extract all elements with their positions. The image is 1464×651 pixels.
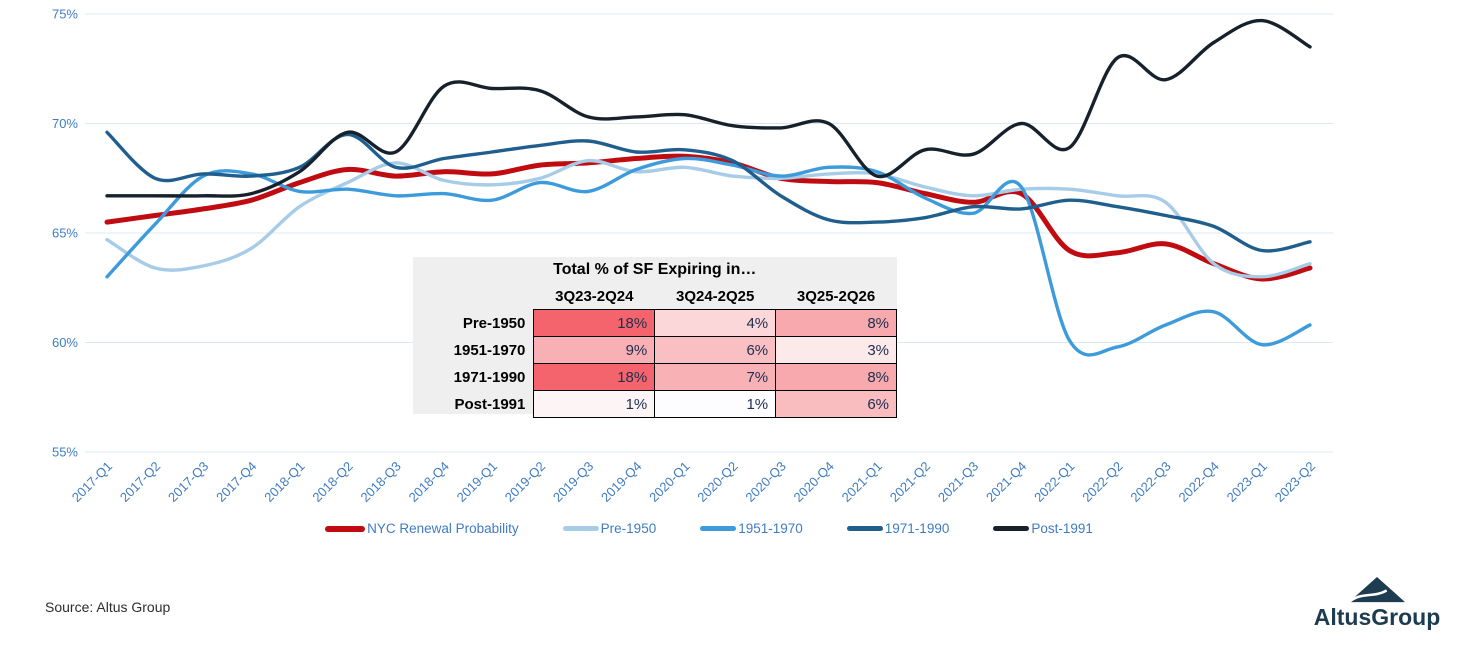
- x-axis-label: 2018-Q3: [357, 459, 403, 505]
- legend-swatch: [562, 526, 599, 531]
- legend-item-1951-1970: 1951-1970: [700, 521, 803, 536]
- table-cell: 9%: [533, 336, 656, 364]
- table-row: 1971-1990 18% 7% 8%: [413, 363, 897, 391]
- x-axis-label: 2022-Q1: [1031, 459, 1077, 505]
- table-header-row: 3Q23-2Q24 3Q24-2Q25 3Q25-2Q26: [413, 283, 897, 310]
- table-cell: 1%: [654, 390, 777, 418]
- x-axis-label: 2020-Q3: [742, 459, 788, 505]
- source-note: Source: Altus Group: [45, 599, 171, 615]
- row-label-post-1991: Post-1991: [454, 395, 526, 413]
- expiry-table-panel: Total % of SF Expiring in… 3Q23-2Q24 3Q2…: [413, 257, 897, 418]
- table-cell: 4%: [654, 309, 777, 337]
- table-cell: 8%: [775, 363, 897, 391]
- x-axis-label: 2022-Q3: [1127, 459, 1173, 505]
- col-header-3q24: 3Q24-2Q25: [675, 287, 755, 305]
- y-axis-label: 65%: [52, 226, 78, 241]
- table-cell: 18%: [533, 309, 656, 337]
- legend-label: NYC Renewal Probability: [367, 521, 519, 536]
- x-axis-label: 2019-Q4: [598, 459, 644, 505]
- col-header-3q23: 3Q23-2Q24: [555, 287, 634, 305]
- x-axis-label: 2018-Q4: [406, 459, 452, 505]
- x-axis-label: 2020-Q1: [646, 459, 692, 505]
- table-cell: 3%: [775, 336, 897, 364]
- series-line-1971-1990: [105, 130, 1312, 253]
- table-cell: 6%: [654, 336, 777, 364]
- legend-swatch: [993, 526, 1030, 531]
- row-label-pre-1950: Pre-1950: [462, 314, 526, 332]
- series-line-post-1991: [105, 18, 1312, 198]
- table-cell: 18%: [533, 363, 656, 391]
- table-corner-cell: [413, 283, 534, 310]
- x-axis-label: 2023-Q1: [1224, 459, 1270, 505]
- logo-wordmark: AltusGroup: [1313, 604, 1441, 630]
- table-title-row: Total % of SF Expiring in…: [413, 257, 897, 283]
- col-header-3q25: 3Q25-2Q26: [796, 287, 876, 305]
- altus-group-logo: AltusGroup: [1310, 576, 1444, 629]
- row-label-1971-1990: 1971-1990: [453, 368, 526, 386]
- y-axis-label: 55%: [52, 445, 78, 460]
- series-line-pre-1950: [105, 158, 1312, 279]
- x-axis-label: 2021-Q1: [839, 459, 885, 505]
- legend-swatch: [700, 526, 737, 531]
- table-row: Post-1991 1% 1% 6%: [413, 390, 897, 418]
- legend-item-pre-1950: Pre-1950: [562, 521, 657, 536]
- table-cell: 6%: [775, 390, 897, 418]
- y-axis-label: 75%: [52, 7, 78, 22]
- legend-label: 1951-1970: [738, 521, 803, 536]
- x-axis-label: 2021-Q3: [935, 459, 981, 505]
- series-line-nyc-renewal-probability: [104, 153, 1313, 282]
- x-axis-label: 2020-Q4: [791, 459, 837, 505]
- x-axis-label: 2021-Q2: [887, 459, 933, 505]
- x-axis-label: 2017-Q1: [69, 459, 115, 505]
- legend-item-post-1991: Post-1991: [993, 521, 1093, 536]
- x-axis-label: 2022-Q2: [1079, 459, 1125, 505]
- x-axis-label: 2019-Q1: [454, 459, 500, 505]
- table-cell: 8%: [775, 309, 897, 337]
- x-axis-label: 2017-Q3: [165, 459, 211, 505]
- series-line-1951-1970: [105, 156, 1312, 357]
- table-cell: 1%: [533, 390, 656, 418]
- x-axis-label: 2023-Q2: [1272, 459, 1318, 505]
- x-axis-label: 2019-Q2: [502, 459, 548, 505]
- x-axis-label: 2017-Q4: [213, 459, 259, 505]
- y-axis-label: 70%: [52, 116, 78, 131]
- legend-swatch: [846, 526, 883, 531]
- expiry-table: Total % of SF Expiring in… 3Q23-2Q24 3Q2…: [413, 257, 897, 418]
- legend-item-nyc-renewal-probability: NYC Renewal Probability: [325, 521, 519, 536]
- legend-label: Pre-1950: [600, 521, 657, 536]
- legend-label: 1971-1990: [884, 521, 950, 536]
- mountain-logo-icon: [1348, 576, 1406, 604]
- legend-swatch: [325, 525, 366, 532]
- table-cell: 7%: [654, 363, 777, 391]
- x-axis-label: 2021-Q4: [983, 459, 1029, 505]
- chart-legend: NYC Renewal Probability Pre-1950 1951-1970…: [85, 521, 1333, 536]
- x-axis-label: 2022-Q4: [1175, 459, 1221, 505]
- x-axis-label: 2017-Q2: [117, 459, 163, 505]
- y-axis-label: 60%: [52, 335, 78, 350]
- x-axis-label: 2018-Q1: [261, 459, 307, 505]
- x-axis-label: 2018-Q2: [309, 459, 355, 505]
- table-row: Pre-1950 18% 4% 8%: [413, 309, 897, 337]
- x-axis-label: 2019-Q3: [550, 459, 596, 505]
- table-title: Total % of SF Expiring in…: [553, 261, 757, 278]
- legend-item-1971-1990: 1971-1990: [846, 521, 950, 536]
- table-row: 1951-1970 9% 6% 3%: [413, 336, 897, 364]
- x-axis-label: 2020-Q2: [694, 459, 740, 505]
- legend-label: Post-1991: [1031, 521, 1093, 536]
- row-label-1951-1970: 1951-1970: [453, 341, 526, 359]
